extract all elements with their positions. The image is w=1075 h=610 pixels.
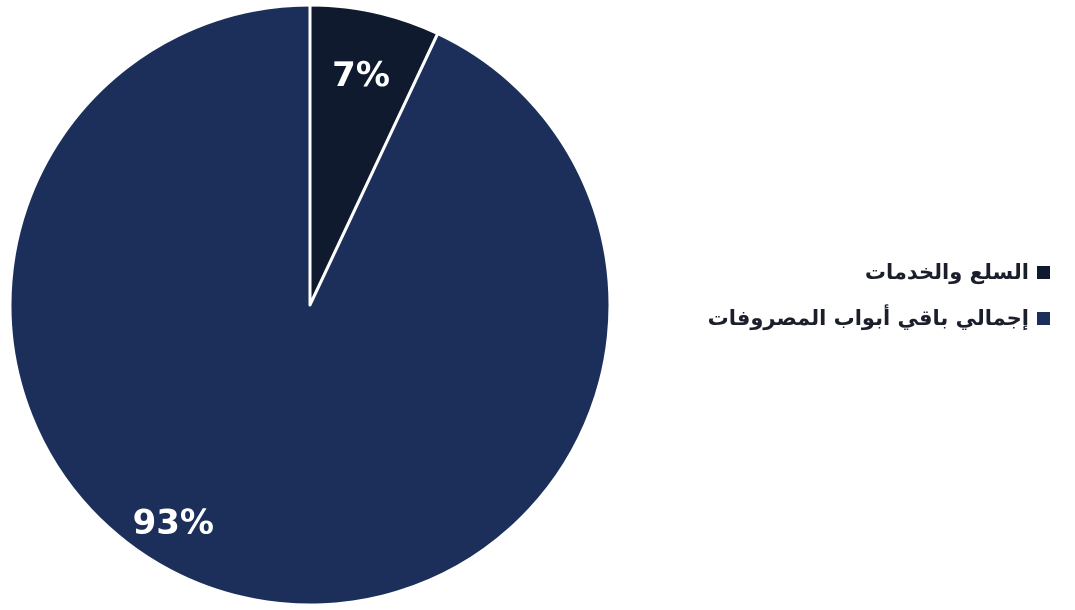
slice-label-other-expenses: 93% (133, 502, 214, 542)
legend-swatch-other-expenses (1037, 311, 1050, 325)
slice-label-goods-services: 7% (332, 55, 390, 95)
pie-slices (8, 3, 612, 607)
legend-item-goods-services: السلع والخدمات (720, 260, 1050, 284)
pie-slice-other-expenses (8, 3, 612, 607)
legend-item-other-expenses: إجمالي باقي أبواب المصروفات (708, 306, 1050, 330)
pie-slice-goods-services (308, 3, 440, 307)
pie-slice-labels: 7% 93% (133, 55, 390, 542)
legend: السلع والخدمات إجمالي باقي أبواب المصروف… (708, 260, 1050, 352)
legend-swatch-goods-services (1037, 265, 1050, 279)
legend-label-goods-services: السلع والخدمات (864, 260, 1029, 284)
legend-label-other-expenses: إجمالي باقي أبواب المصروفات (707, 306, 1029, 330)
